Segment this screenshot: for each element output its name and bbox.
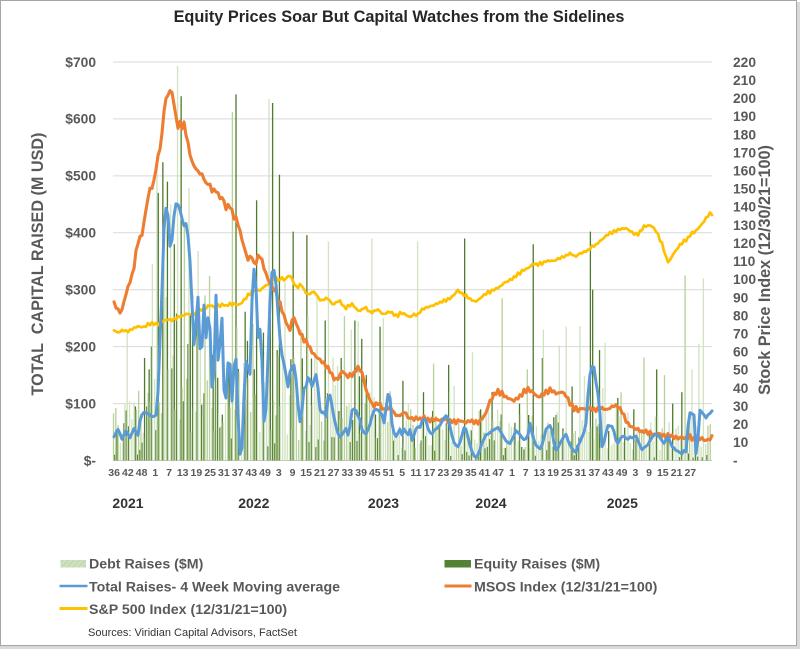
svg-text:Equity Prices Soar But Capital: Equity Prices Soar But Capital Watches f… <box>174 8 625 26</box>
svg-text:13: 13 <box>177 467 189 479</box>
svg-text:36: 36 <box>108 467 120 479</box>
svg-text:2021: 2021 <box>112 495 143 511</box>
svg-text:MSOS Index (12/31/21=100): MSOS Index (12/31/21=100) <box>474 580 658 596</box>
svg-text:160: 160 <box>733 164 756 179</box>
svg-text:1: 1 <box>509 467 515 479</box>
svg-text:43: 43 <box>602 467 614 479</box>
svg-text:TOTAL CAPITAL RAISED (M USD): TOTAL CAPITAL RAISED (M USD) <box>29 133 47 396</box>
svg-text:49: 49 <box>259 467 271 479</box>
svg-text:39: 39 <box>355 467 367 479</box>
svg-text:11: 11 <box>410 467 421 479</box>
svg-text:$100: $100 <box>65 396 96 411</box>
svg-text:1: 1 <box>152 467 158 479</box>
svg-text:130: 130 <box>733 218 756 233</box>
svg-text:$300: $300 <box>65 283 96 298</box>
svg-text:140: 140 <box>733 200 756 215</box>
svg-text:3: 3 <box>632 467 638 479</box>
svg-text:42: 42 <box>122 467 134 479</box>
svg-text:2025: 2025 <box>607 495 638 511</box>
svg-text:110: 110 <box>733 254 756 269</box>
svg-text:15: 15 <box>300 467 312 479</box>
svg-text:190: 190 <box>733 109 756 124</box>
svg-text:21: 21 <box>671 467 683 479</box>
svg-text:48: 48 <box>136 467 148 479</box>
svg-text:30: 30 <box>733 399 749 414</box>
svg-text:43: 43 <box>245 467 257 479</box>
svg-text:37: 37 <box>588 467 600 479</box>
svg-text:100: 100 <box>733 272 756 287</box>
svg-text:90: 90 <box>733 290 749 305</box>
svg-text:21: 21 <box>314 467 326 479</box>
svg-text:Total Raises- 4 Week Moving av: Total Raises- 4 Week Moving average <box>89 580 340 596</box>
svg-text:Stock Price Index (12/30/21=10: Stock Price Index (12/30/21=100) <box>756 145 774 395</box>
svg-text:19: 19 <box>547 467 559 479</box>
svg-text:37: 37 <box>232 467 244 479</box>
svg-text:$500: $500 <box>65 169 96 184</box>
svg-text:70: 70 <box>733 327 749 342</box>
svg-text:17: 17 <box>424 467 436 479</box>
svg-text:150: 150 <box>733 182 756 197</box>
svg-text:80: 80 <box>733 308 749 323</box>
svg-text:Equity Raises ($M): Equity Raises ($M) <box>474 557 600 573</box>
svg-text:23: 23 <box>438 467 450 479</box>
svg-text:$700: $700 <box>65 55 96 70</box>
svg-text:3: 3 <box>276 467 282 479</box>
svg-text:27: 27 <box>684 467 696 479</box>
svg-text:2022: 2022 <box>238 495 269 511</box>
svg-text:5: 5 <box>399 467 405 479</box>
svg-text:31: 31 <box>218 467 230 479</box>
svg-text:180: 180 <box>733 127 756 142</box>
svg-text:7: 7 <box>523 467 529 479</box>
svg-text:S&P 500 Index (12/31/21=100): S&P 500 Index (12/31/21=100) <box>89 602 287 618</box>
svg-text:$200: $200 <box>65 339 96 354</box>
svg-text:$600: $600 <box>65 112 96 127</box>
svg-text:13: 13 <box>534 467 546 479</box>
svg-text:Sources: Viridian Capital Advi: Sources: Viridian Capital Advisors, Fact… <box>88 627 297 639</box>
svg-text:2023: 2023 <box>368 495 399 511</box>
svg-text:19: 19 <box>191 467 203 479</box>
svg-text:45: 45 <box>369 467 381 479</box>
svg-text:25: 25 <box>204 467 216 479</box>
svg-text:33: 33 <box>341 467 353 479</box>
svg-text:60: 60 <box>733 345 749 360</box>
svg-text:Debt Raises ($M): Debt Raises ($M) <box>89 557 204 573</box>
svg-text:2024: 2024 <box>475 495 506 511</box>
svg-text:120: 120 <box>733 236 756 251</box>
svg-text:41: 41 <box>479 467 491 479</box>
svg-text:35: 35 <box>465 467 477 479</box>
svg-text:25: 25 <box>561 467 573 479</box>
svg-text:51: 51 <box>383 467 395 479</box>
svg-text:10: 10 <box>733 435 749 450</box>
svg-text:31: 31 <box>575 467 587 479</box>
svg-text:220: 220 <box>733 55 756 70</box>
svg-text:200: 200 <box>733 91 756 106</box>
svg-text:9: 9 <box>290 467 296 479</box>
svg-text:-: - <box>733 453 738 468</box>
svg-text:$400: $400 <box>65 226 96 241</box>
svg-text:40: 40 <box>733 381 749 396</box>
svg-text:170: 170 <box>733 145 756 160</box>
svg-text:27: 27 <box>328 467 340 479</box>
svg-text:9: 9 <box>646 467 652 479</box>
svg-text:15: 15 <box>657 467 669 479</box>
svg-text:7: 7 <box>166 467 172 479</box>
svg-text:47: 47 <box>492 467 504 479</box>
svg-text:50: 50 <box>733 363 749 378</box>
svg-text:$-: $- <box>84 453 97 468</box>
svg-text:210: 210 <box>733 73 756 88</box>
svg-text:20: 20 <box>733 417 749 432</box>
svg-text:29: 29 <box>451 467 463 479</box>
svg-text:49: 49 <box>616 467 628 479</box>
